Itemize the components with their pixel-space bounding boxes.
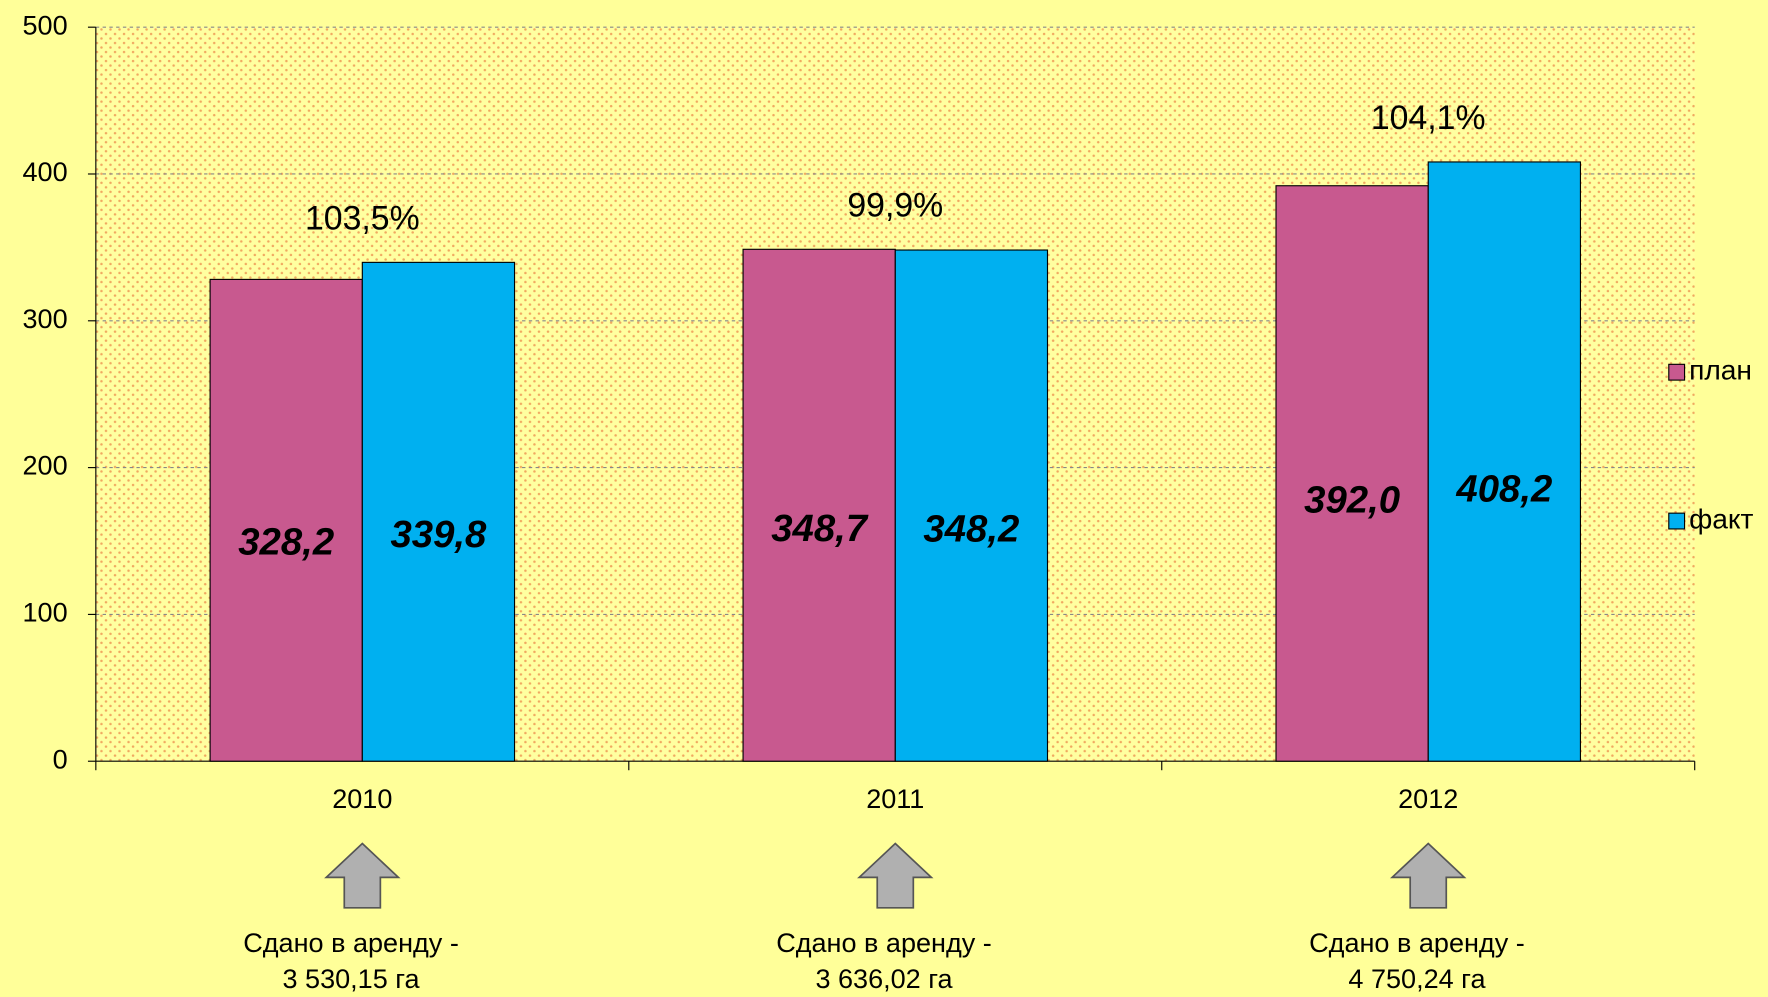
y-tick-label: 200 — [23, 451, 68, 481]
percent-label: 99,9% — [847, 187, 943, 225]
value-label: 348,2 — [923, 507, 1019, 550]
bar — [361, 261, 516, 762]
y-tick-label: 500 — [23, 10, 68, 40]
value-label: 339,8 — [390, 513, 487, 556]
bar — [1275, 185, 1429, 762]
legend-swatch — [1668, 363, 1686, 381]
y-tick-label: 0 — [53, 744, 68, 774]
note: 3 530,15 га — [282, 964, 420, 994]
value-label: 408,2 — [1455, 468, 1552, 511]
percent-label: 103,5% — [305, 200, 420, 238]
x-tick-label: 2011 — [866, 784, 924, 814]
arrow — [857, 842, 934, 909]
bar — [1427, 161, 1582, 762]
bar — [742, 248, 896, 762]
x-tick-label: 2012 — [1398, 784, 1458, 814]
legend-label: план — [1689, 354, 1752, 386]
bar — [894, 249, 1049, 762]
note: Сдано в аренду - — [776, 928, 992, 958]
note: 3 636,02 га — [815, 964, 953, 994]
legend-label: факт — [1689, 502, 1753, 534]
arrow — [1390, 842, 1467, 909]
legend-swatch — [1668, 512, 1686, 530]
value-label: 348,7 — [771, 507, 869, 550]
percent-label: 104,1% — [1371, 99, 1486, 137]
note: 4 750,24 га — [1348, 964, 1486, 994]
y-tick-label: 100 — [23, 598, 68, 628]
arrow — [324, 842, 401, 909]
note: Сдано в аренду - — [243, 928, 459, 958]
value-label: 392,0 — [1304, 478, 1400, 521]
y-tick-label: 300 — [23, 304, 68, 334]
y-tick-label: 400 — [23, 157, 68, 187]
value-label: 328,2 — [238, 521, 334, 564]
x-tick-label: 2010 — [332, 784, 392, 814]
note: Сдано в аренду - — [1309, 928, 1525, 958]
